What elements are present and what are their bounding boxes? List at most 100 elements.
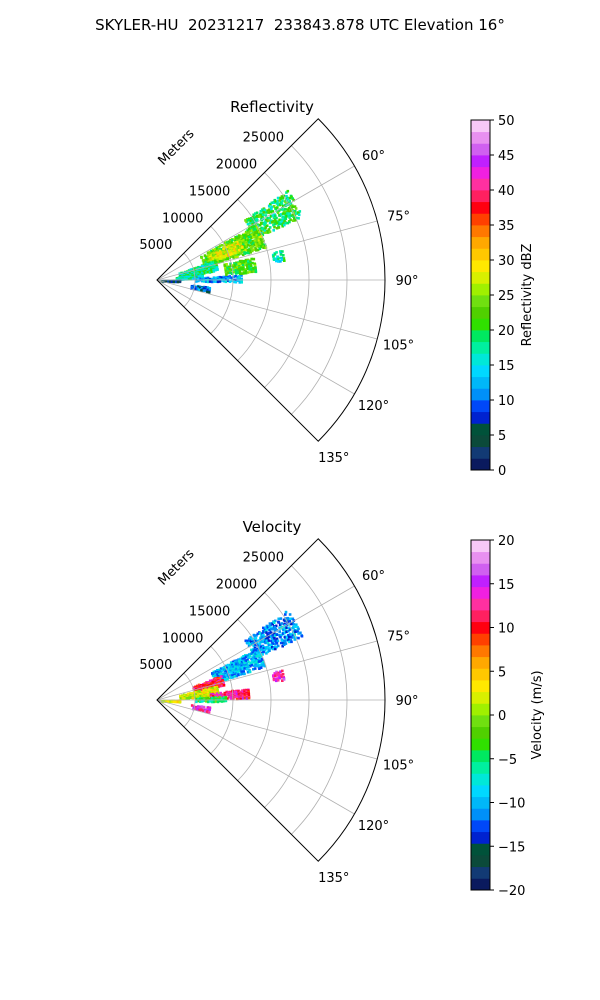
echo-gate (237, 694, 241, 698)
colorbar-tick-label: 5 (498, 665, 506, 680)
echo-gate (256, 230, 259, 234)
echo-gate (219, 667, 223, 670)
echo-gate (286, 212, 289, 215)
echo-gate (249, 230, 252, 233)
echo-gate (258, 657, 262, 660)
echo-gate (234, 246, 238, 249)
echo-gate (199, 694, 202, 698)
echo-gate (252, 270, 256, 273)
echo-gate (246, 654, 249, 658)
echo-gate (246, 267, 249, 271)
echo-gate (222, 682, 225, 685)
echo-gate (222, 684, 226, 687)
echo-gate (263, 635, 266, 639)
echo-gate (240, 250, 244, 253)
echo-gate (202, 699, 206, 702)
echo-gate (194, 707, 197, 711)
echo-gate (208, 700, 212, 703)
colorbar-segment (471, 831, 490, 844)
echo-gate (260, 647, 264, 650)
echo-gate (233, 695, 237, 699)
echo-gate (240, 281, 243, 284)
echo-gate (264, 626, 267, 629)
echo-gate (288, 613, 292, 616)
echo-gate (275, 679, 278, 683)
echo-gate (294, 636, 298, 639)
echo-gate (226, 266, 229, 270)
echo-gate (269, 210, 272, 214)
echo-gate (288, 220, 291, 224)
colorbar-segment (471, 668, 490, 681)
echo-gate (208, 708, 211, 712)
echo-gate (248, 248, 252, 252)
echo-gate (273, 672, 277, 675)
echo-gate (256, 236, 260, 240)
echo-gate (247, 241, 251, 244)
echo-gate (264, 246, 268, 250)
echo-gate (185, 697, 189, 700)
echo-gate (168, 700, 172, 703)
echo-gate (204, 261, 208, 264)
echo-gate (272, 258, 276, 261)
echo-gate (227, 676, 231, 679)
echo-gate (292, 626, 295, 629)
echo-gate (216, 253, 219, 257)
echo-gate (256, 651, 259, 655)
echo-gate (279, 260, 282, 263)
echo-gate (262, 662, 266, 666)
echo-gate (270, 205, 274, 209)
echo-gate (238, 281, 242, 284)
echo-gate (252, 266, 255, 270)
echo-gate (267, 228, 271, 231)
echo-gate (208, 271, 212, 274)
echo-gate (263, 649, 267, 652)
echo-gate (242, 655, 245, 658)
echo-gate (276, 258, 280, 261)
echo-gate (274, 200, 278, 203)
echo-gate (238, 276, 241, 280)
echo-gate (259, 640, 262, 644)
echo-gate (281, 224, 284, 228)
echo-gate (285, 191, 288, 194)
colorbar-segment (471, 213, 490, 226)
echo-gate (251, 240, 255, 243)
echo-gate (260, 208, 264, 211)
echo-gate (237, 667, 240, 670)
echo-gate (212, 280, 216, 283)
colorbar-segment (471, 726, 490, 739)
echo-gate (220, 258, 224, 262)
echo-gate (265, 219, 269, 223)
echo-gate (243, 657, 246, 660)
echo-gate (216, 700, 220, 704)
echo-gate (232, 270, 236, 274)
echo-gate (253, 236, 257, 239)
echo-gate (269, 631, 273, 634)
echo-gate (236, 671, 240, 675)
echo-gate (255, 655, 259, 658)
echo-gate (244, 639, 248, 643)
echo-gate (275, 641, 279, 645)
echo-gate (178, 701, 182, 704)
echo-gate (282, 626, 286, 629)
echo-gate (271, 622, 274, 626)
echo-gate (247, 666, 250, 669)
echo-gate (233, 248, 236, 251)
echo-gate (247, 660, 250, 664)
echo-gate (275, 670, 278, 674)
velocity-chart: Velocity 60° 75° 90° 105° 120° 135° 5000 10000 1… (139, 518, 545, 899)
echo-gate (254, 639, 257, 643)
colorbar-tick-label: 0 (498, 709, 506, 724)
echo-gate (229, 663, 232, 667)
echo-gate (215, 686, 219, 690)
echo-gate (255, 634, 258, 637)
colorbar-segment (471, 411, 490, 424)
echo-gate (268, 226, 272, 229)
echo-gate (233, 675, 237, 678)
echo-gate (224, 277, 228, 281)
echo-gate (281, 212, 285, 215)
echo-gate (290, 195, 293, 199)
echo-gate (210, 254, 213, 257)
echo-gate (261, 213, 265, 217)
echo-gate (281, 639, 284, 643)
echo-gate (239, 673, 242, 676)
